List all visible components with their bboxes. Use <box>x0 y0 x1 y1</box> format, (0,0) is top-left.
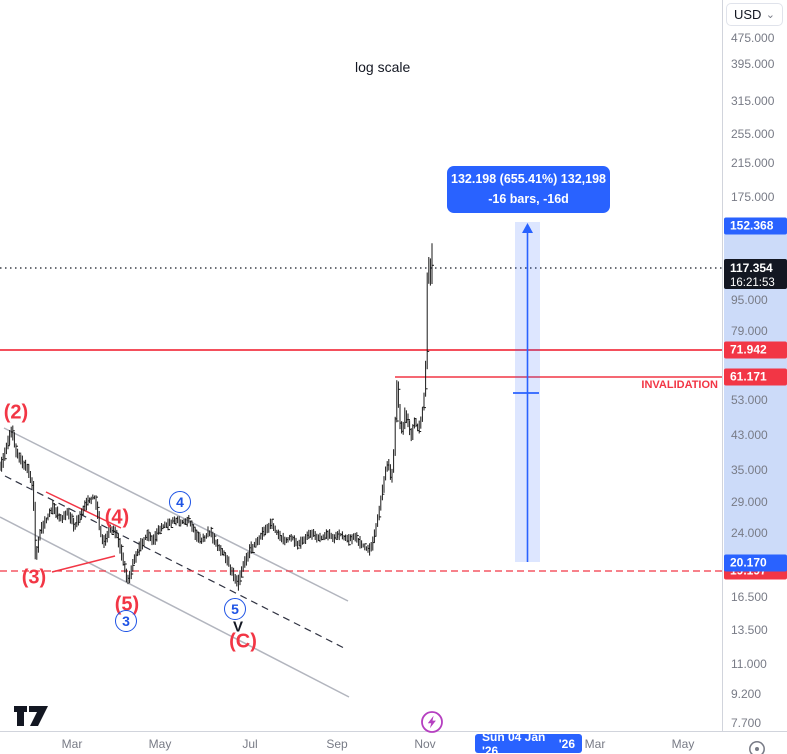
price-tick: 11.000 <box>731 657 767 671</box>
price-chart-canvas[interactable] <box>0 0 722 731</box>
channel-line <box>3 427 349 602</box>
price-label-152.368: 152.368 <box>724 217 787 235</box>
log-scale-note: log scale <box>355 59 411 75</box>
measure-date-text: Sun 04 Jan '26 <box>482 729 546 754</box>
price-tick: 175.000 <box>731 190 775 204</box>
price-axis[interactable]: 475.000 395.000 315.000 255.000 215.000 175.0… <box>722 0 787 731</box>
axis-settings-button[interactable] <box>747 739 767 754</box>
arrow-up-icon <box>522 223 533 233</box>
price-tick: 7.700 <box>731 716 762 730</box>
measure-tooltip: 132.198 (655.41%) 132,198 -16 bars, -16d <box>447 166 610 213</box>
time-tick: Nov <box>414 737 436 751</box>
price-label-117.354: 117.354 16:21:53 <box>724 259 787 289</box>
price-tick: 16.500 <box>731 590 768 604</box>
measure-date-label: Sun 04 Jan '26 '26 <box>475 730 582 754</box>
wave-label-c[interactable]: (C) <box>229 630 257 653</box>
price-tick: 13.500 <box>731 623 768 637</box>
price-label-61.171: 61.171 <box>724 368 787 386</box>
currency-dropdown[interactable]: USD ⌄ <box>726 3 783 26</box>
time-tick: May <box>148 737 172 751</box>
tradingview-logo[interactable] <box>14 702 50 727</box>
price-tick: 395.000 <box>731 57 775 71</box>
time-tick: Sep <box>326 737 348 751</box>
price-tick: 29.000 <box>731 495 768 509</box>
target-icon <box>755 747 759 751</box>
year-marker: '26 <box>558 736 575 751</box>
price-label-71.942: 71.942 <box>724 341 787 359</box>
price-label-20.170: 20.170 <box>724 554 787 572</box>
time-tick: May <box>671 737 695 751</box>
measure-tooltip-line2: -16 bars, -16d <box>488 191 569 206</box>
channel-line <box>0 516 350 698</box>
price-tick: 35.000 <box>731 463 768 477</box>
price-tick: 79.000 <box>731 324 768 338</box>
time-tick: Jul <box>242 737 258 751</box>
price-tick: 215.000 <box>731 156 775 170</box>
price-tick: 95.000 <box>731 293 768 307</box>
quick-alert-button[interactable] <box>420 710 444 734</box>
wave-label-v[interactable]: V <box>232 618 244 636</box>
price-tick: 255.000 <box>731 127 775 141</box>
time-tick: Mar <box>584 737 606 751</box>
red-trend-segment <box>51 555 116 573</box>
wave-label-4[interactable]: 4 <box>169 491 191 513</box>
channel-midline-dashed <box>4 475 345 649</box>
wave-label-5[interactable]: 5 <box>224 598 246 620</box>
ohlc-bars <box>0 243 434 591</box>
invalidation-label: INVALIDATION <box>641 379 718 391</box>
wave-label-4[interactable]: (4) <box>104 506 130 529</box>
time-tick: Mar <box>61 737 83 751</box>
price-tick: 315.000 <box>731 94 775 108</box>
wave-label-3[interactable]: 3 <box>115 610 137 632</box>
price-tick: 43.000 <box>731 428 768 442</box>
chevron-down-icon: ⌄ <box>765 8 775 21</box>
price-tick: 475.000 <box>731 31 775 45</box>
wave-label-2[interactable]: (2) <box>3 401 29 424</box>
lightning-icon <box>427 715 436 729</box>
currency-dropdown-value: USD <box>734 7 762 22</box>
wave-label-3[interactable]: (3) <box>21 566 47 589</box>
time-axis[interactable]: Mar May Jul Sep Nov Mar May Sun 04 Jan '26 '26 <box>0 730 787 754</box>
price-tick: 53.000 <box>731 393 768 407</box>
price-tick: 9.200 <box>731 687 762 701</box>
measure-tooltip-line1: 132.198 (655.41%) 132,198 <box>451 172 606 187</box>
price-tick: 24.000 <box>731 526 768 540</box>
